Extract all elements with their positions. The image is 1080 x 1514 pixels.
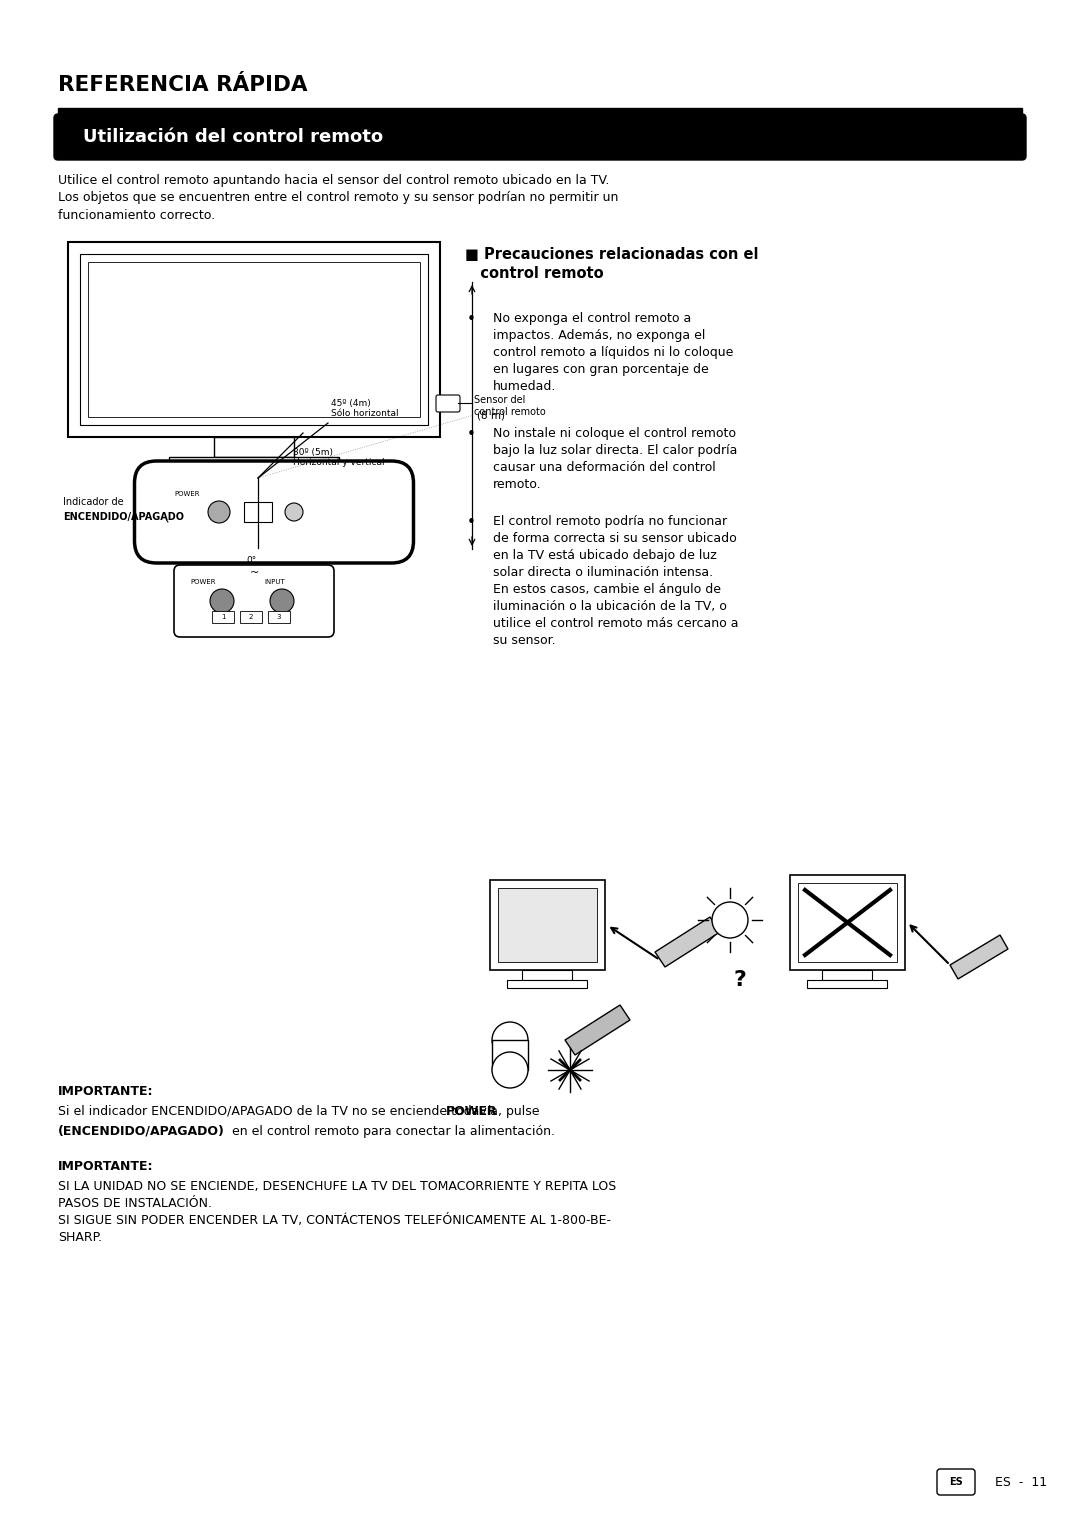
Bar (492, 1040, 528, 1070)
Text: 1: 1 (220, 615, 226, 621)
Bar (490, 880, 605, 970)
Text: 2: 2 (248, 615, 253, 621)
Text: (ENCENDIDO/APAGADO): (ENCENDIDO/APAGADO) (58, 1125, 225, 1139)
Text: ?: ? (733, 970, 746, 990)
Circle shape (285, 503, 303, 521)
FancyBboxPatch shape (937, 1469, 975, 1494)
Text: 45º (4m)
Sólo horizontal: 45º (4m) Sólo horizontal (330, 398, 399, 418)
Bar (168, 457, 339, 466)
Text: 30º (5m)
Horizontal y vertical: 30º (5m) Horizontal y vertical (293, 448, 384, 468)
Bar (240, 612, 262, 622)
Circle shape (492, 1022, 528, 1058)
Bar (807, 980, 887, 989)
Text: 0°: 0° (246, 556, 256, 565)
Bar (244, 503, 272, 522)
Polygon shape (950, 936, 1008, 980)
Text: POWER: POWER (190, 578, 216, 584)
Bar (87, 262, 420, 416)
Text: No instale ni coloque el control remoto
bajo la luz solar directa. El calor podr: No instale ni coloque el control remoto … (492, 427, 738, 491)
Text: Si el indicador ENCENDIDO/APAGADO de la TV no se enciende todavía, pulse: Si el indicador ENCENDIDO/APAGADO de la … (58, 1105, 543, 1117)
Bar (212, 612, 234, 622)
Text: ENCENDIDO/APAGADO: ENCENDIDO/APAGADO (63, 512, 184, 522)
Text: ES  -  11: ES - 11 (995, 1476, 1048, 1488)
Bar (522, 970, 572, 980)
Bar (798, 883, 897, 961)
Bar (214, 438, 294, 457)
Bar (789, 875, 905, 970)
Text: Utilización del control remoto: Utilización del control remoto (83, 129, 383, 145)
Text: •: • (467, 515, 476, 530)
Bar (58, 107, 1022, 115)
Circle shape (210, 589, 234, 613)
Text: IMPORTANTE:: IMPORTANTE: (58, 1086, 153, 1098)
Polygon shape (654, 917, 720, 967)
Text: Sensor del
control remoto: Sensor del control remoto (474, 395, 545, 418)
FancyBboxPatch shape (436, 395, 460, 412)
Bar (507, 980, 588, 989)
Circle shape (492, 1052, 528, 1089)
Bar (822, 970, 872, 980)
Text: IMPORTANTE:: IMPORTANTE: (58, 1160, 153, 1173)
Text: 3: 3 (276, 615, 281, 621)
Text: POWER: POWER (446, 1105, 498, 1117)
Text: Indicador de: Indicador de (63, 497, 123, 507)
Text: ~: ~ (249, 568, 259, 578)
Text: SI LA UNIDAD NO SE ENCIENDE, DESENCHUFE LA TV DEL TOMACORRIENTE Y REPITA LOS
PAS: SI LA UNIDAD NO SE ENCIENDE, DESENCHUFE … (58, 1179, 617, 1245)
Text: REFERENCIA RÁPIDA: REFERENCIA RÁPIDA (58, 76, 308, 95)
Polygon shape (565, 1005, 630, 1055)
Text: •: • (467, 427, 476, 442)
Bar (498, 889, 597, 961)
Text: Utilice el control remoto apuntando hacia el sensor del control remoto ubicado e: Utilice el control remoto apuntando haci… (58, 174, 619, 223)
Circle shape (208, 501, 230, 522)
Text: POWER: POWER (175, 491, 200, 497)
Text: El control remoto podría no funcionar
de forma correcta si su sensor ubicado
en : El control remoto podría no funcionar de… (492, 515, 739, 646)
Text: No exponga el control remoto a
impactos. Además, no exponga el
control remoto a : No exponga el control remoto a impactos.… (492, 312, 733, 394)
Circle shape (270, 589, 294, 613)
Text: ES: ES (949, 1478, 963, 1487)
FancyBboxPatch shape (54, 114, 1026, 160)
FancyBboxPatch shape (135, 460, 414, 563)
FancyBboxPatch shape (174, 565, 334, 637)
Text: •: • (467, 312, 476, 327)
Bar (80, 254, 428, 425)
Text: ■ Precauciones relacionadas con el
   control remoto: ■ Precauciones relacionadas con el contr… (465, 247, 758, 280)
Circle shape (712, 902, 748, 939)
Bar (68, 242, 440, 438)
Text: (8 m): (8 m) (477, 410, 505, 421)
Bar (268, 612, 291, 622)
Text: INPUT: INPUT (264, 578, 285, 584)
Text: en el control remoto para conectar la alimentación.: en el control remoto para conectar la al… (228, 1125, 555, 1139)
